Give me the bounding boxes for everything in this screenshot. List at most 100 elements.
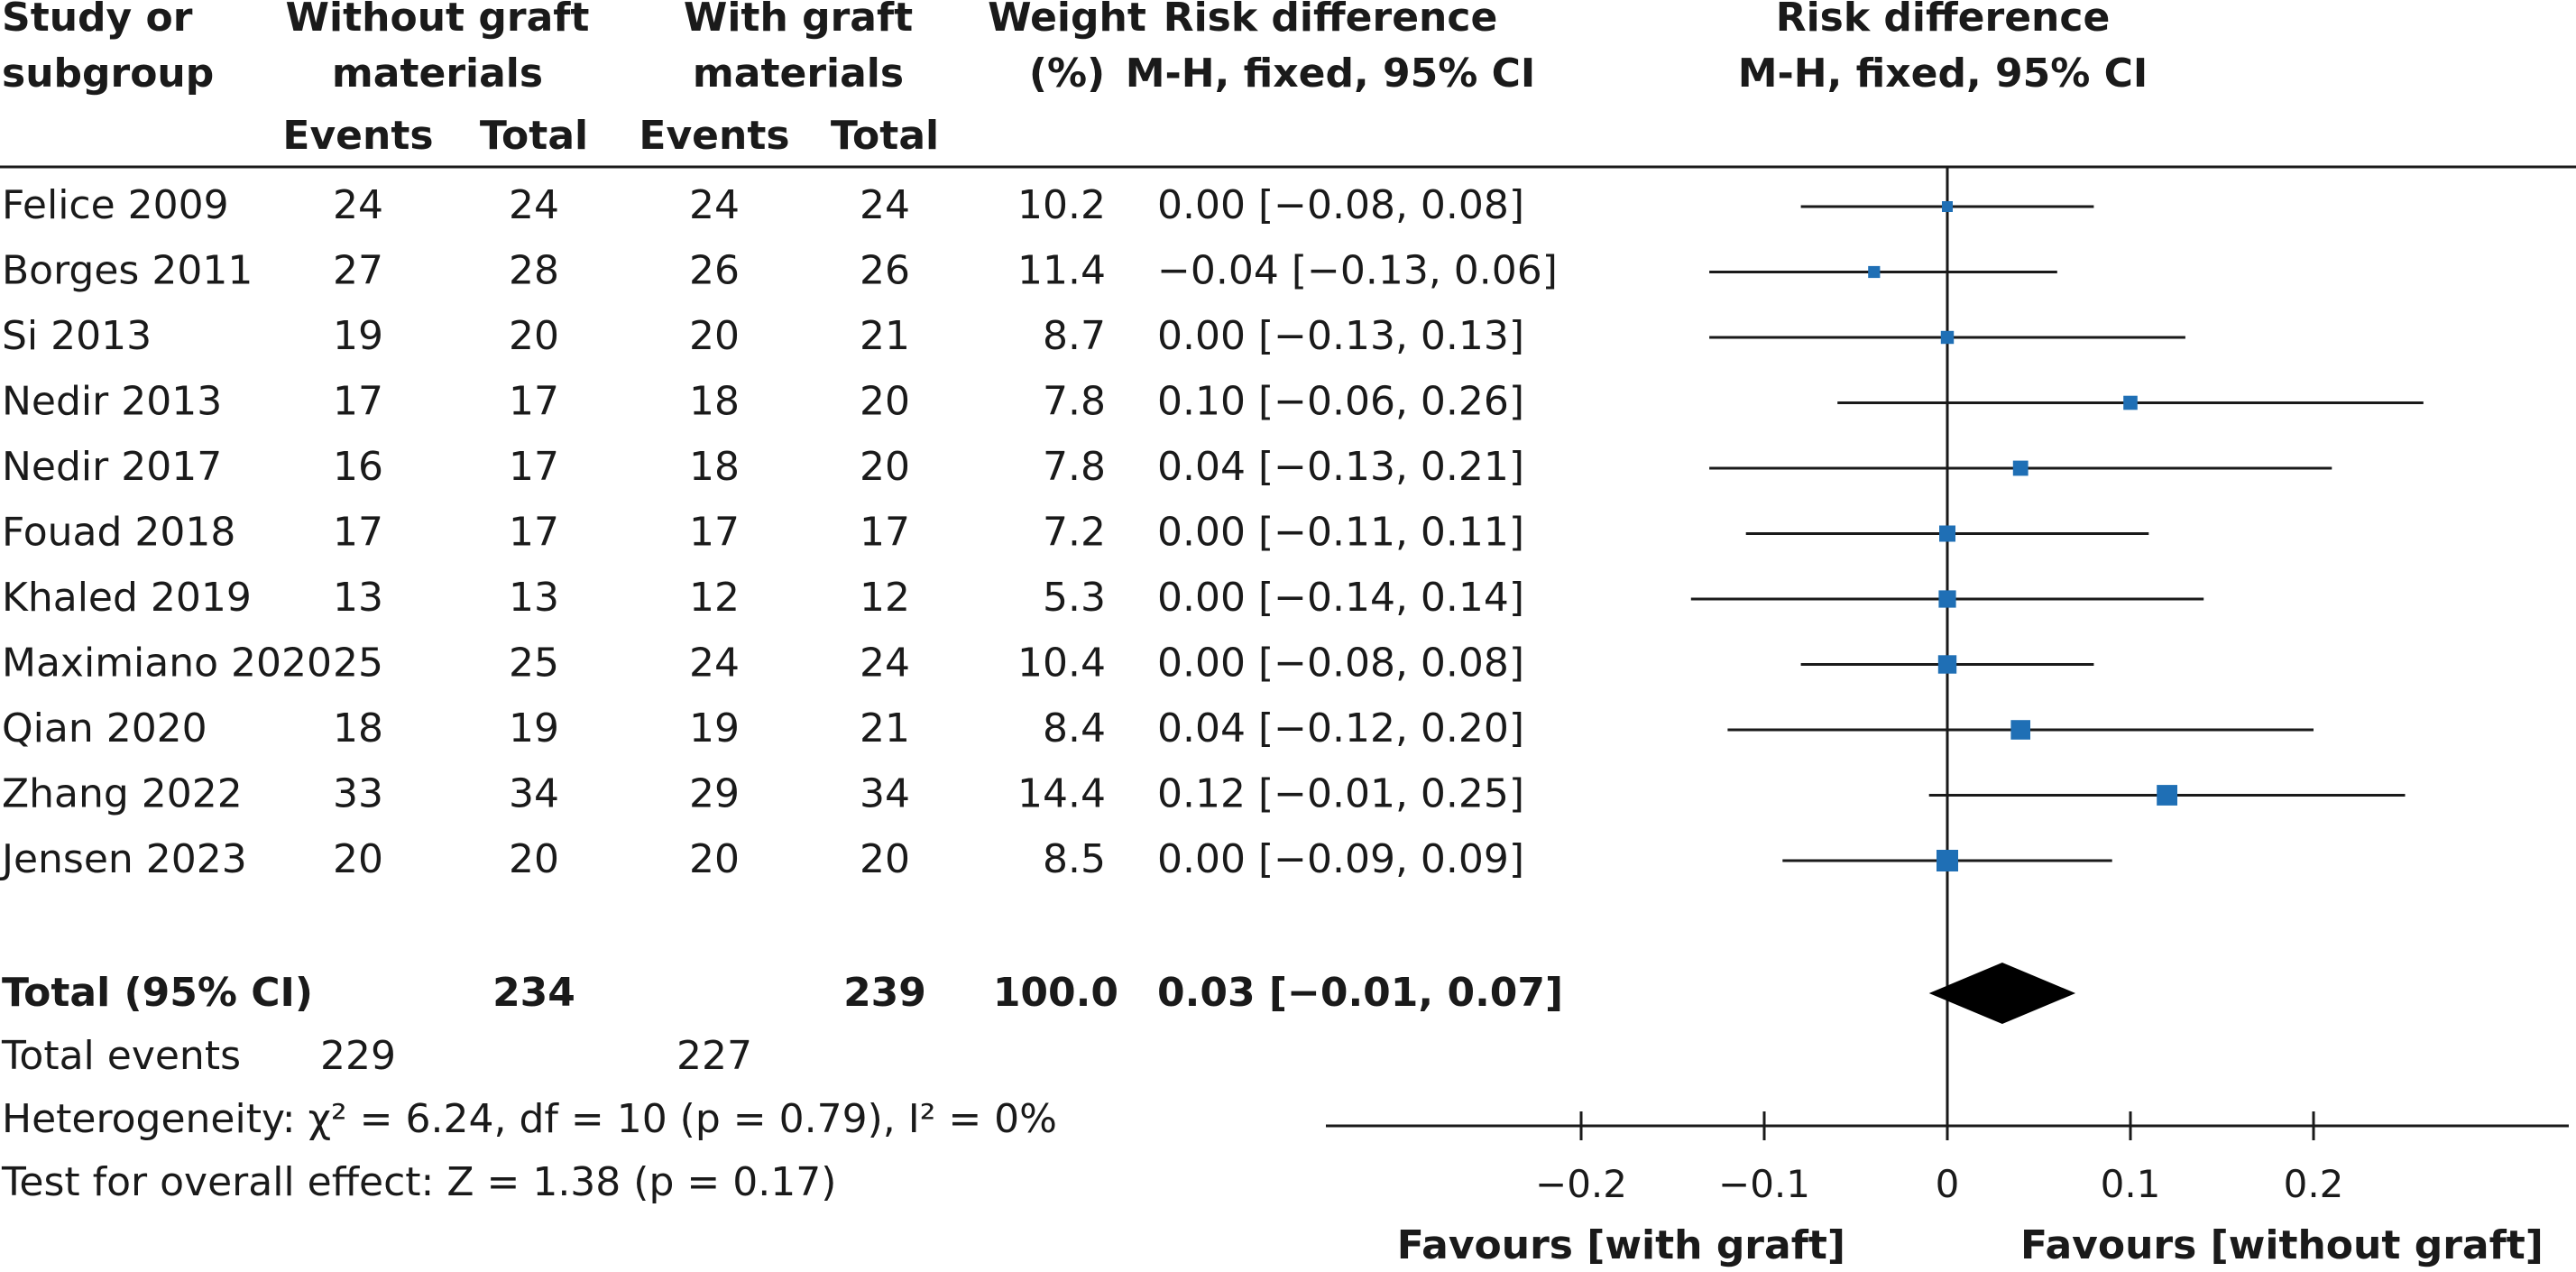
weight-value: 8.4 — [1043, 705, 1106, 751]
events-with: 18 — [689, 444, 740, 490]
weight-value: 10.4 — [1017, 641, 1106, 687]
events-with: 24 — [689, 182, 740, 228]
study-name: Khaled 2019 — [2, 575, 252, 621]
ci-text: 0.04 [−0.13, 0.21] — [1157, 444, 1524, 490]
study-name: Fouad 2018 — [2, 510, 235, 556]
total-with: 26 — [860, 248, 910, 294]
table-header: Study or subgroup Without graft material… — [2, 0, 2148, 159]
events-without: 33 — [333, 771, 383, 817]
total-without: 17 — [509, 444, 559, 490]
weight-value: 8.7 — [1043, 313, 1106, 359]
header-rd-col-line1: Risk difference — [1164, 0, 1498, 41]
table-row: Qian 2020 18 19 19 21 8.4 0.04 [−0.12, 0.20] — [2, 705, 1524, 751]
events-without: 16 — [333, 444, 383, 490]
x-tick-label: −0.1 — [1718, 1162, 1810, 1206]
study-name: Zhang 2022 — [2, 771, 243, 817]
ci-text: 0.04 [−0.12, 0.20] — [1157, 705, 1524, 751]
total-without: 13 — [509, 575, 559, 621]
events-without: 18 — [333, 705, 383, 751]
weight-value: 14.4 — [1017, 771, 1106, 817]
total-with: 24 — [860, 182, 910, 228]
weight-value: 7.8 — [1043, 444, 1106, 490]
header-with-line1: With graft — [684, 0, 913, 41]
total-with: 20 — [860, 836, 910, 882]
total-with: 239 — [843, 970, 926, 1016]
weight-value: 8.5 — [1043, 836, 1106, 882]
study-name: Maximiano 2020 — [2, 641, 332, 687]
total-without: 17 — [509, 379, 559, 425]
total-with: 12 — [860, 575, 910, 621]
ci-text: 0.12 [−0.01, 0.25] — [1157, 771, 1524, 817]
total-events-label: Total events — [1, 1033, 241, 1079]
weight-value: 7.8 — [1043, 379, 1106, 425]
study-marker — [1868, 265, 1881, 279]
events-with: 12 — [689, 575, 740, 621]
table-row: Borges 2011 27 28 26 26 11.4 −0.04 [−0.13, 0.0… — [2, 248, 1558, 294]
ci-text: −0.04 [−0.13, 0.06] — [1157, 248, 1558, 294]
table-row: Fouad 2018 17 17 17 17 7.2 0.00 [−0.11, 0.11] — [2, 510, 1524, 556]
header-rd-col-line2: M-H, fixed, 95% CI — [1126, 51, 1536, 97]
events-without: 25 — [333, 641, 383, 687]
events-with: 17 — [689, 510, 740, 556]
study-name: Nedir 2017 — [2, 444, 222, 490]
total-label: Total (95% CI) — [2, 970, 313, 1016]
x-axis-ticks: −0.2 −0.1 0 0.1 0.2 — [1535, 1111, 2343, 1206]
total-without: 19 — [509, 705, 559, 751]
header-with-line2: materials — [693, 51, 904, 97]
events-without: 17 — [333, 510, 383, 556]
ci-text: 0.00 [−0.13, 0.13] — [1157, 313, 1524, 359]
events-with: 26 — [689, 248, 740, 294]
overall-effect-text: Test for overall effect: Z = 1.38 (p = 0… — [1, 1159, 836, 1205]
ci-text: 0.00 [−0.08, 0.08] — [1157, 641, 1524, 687]
study-marker — [1938, 590, 1956, 608]
total-events-with: 227 — [676, 1033, 752, 1079]
total-without: 34 — [509, 771, 559, 817]
header-events-with: Events — [639, 113, 789, 159]
x-tick-label: 0.1 — [2101, 1162, 2161, 1206]
header-total-with: Total — [831, 113, 939, 159]
events-with: 29 — [689, 771, 740, 817]
weight-value: 10.2 — [1017, 182, 1106, 228]
study-marker — [1942, 201, 1953, 212]
table-row: Felice 2009 24 24 24 24 10.2 0.00 [−0.08, 0.08… — [2, 182, 1524, 228]
favours-left-label: Favours [with graft] — [1397, 1222, 1845, 1268]
study-name: Jensen 2023 — [0, 836, 247, 882]
events-without: 24 — [333, 182, 383, 228]
weight-value: 5.3 — [1043, 575, 1106, 621]
table-row: Khaled 2019 13 13 12 12 5.3 0.00 [−0.14, 0.14] — [2, 575, 1524, 621]
plot-area: −0.2 −0.1 0 0.1 0.2 — [1326, 167, 2569, 1206]
study-marker — [1937, 850, 1958, 871]
favours-right-label: Favours [without graft] — [2020, 1222, 2544, 1268]
total-without: 20 — [509, 836, 559, 882]
total-without: 24 — [509, 182, 559, 228]
events-with: 24 — [689, 641, 740, 687]
total-with: 20 — [860, 444, 910, 490]
study-marker — [1940, 330, 1955, 345]
study-marker — [1939, 525, 1955, 542]
study-name: Si 2013 — [2, 313, 152, 359]
ci-text: 0.00 [−0.14, 0.14] — [1157, 575, 1524, 621]
study-name: Nedir 2013 — [2, 379, 222, 425]
total-with: 34 — [860, 771, 910, 817]
header-rd-plot-line1: Risk difference — [1776, 0, 2111, 41]
study-name: Qian 2020 — [2, 705, 207, 751]
events-without: 17 — [333, 379, 383, 425]
table-row: Nedir 2013 17 17 18 20 7.8 0.10 [−0.06, 0.26] — [2, 379, 1524, 425]
header-study-line2: subgroup — [2, 51, 214, 97]
table-row: Maximiano 2020 25 25 24 24 10.4 0.00 [−0.08, 0… — [2, 641, 1524, 687]
study-name: Felice 2009 — [2, 182, 229, 228]
study-marker — [2157, 785, 2177, 806]
header-total-without: Total — [480, 113, 588, 159]
total-without: 17 — [509, 510, 559, 556]
study-marker — [2123, 395, 2138, 410]
events-without: 19 — [333, 313, 383, 359]
x-tick-label: −0.2 — [1535, 1162, 1627, 1206]
ci-text: 0.00 [−0.11, 0.11] — [1157, 510, 1524, 556]
header-weight-line2: (%) — [1029, 51, 1105, 97]
ci-text: 0.00 [−0.08, 0.08] — [1157, 182, 1524, 228]
table-row: Jensen 2023 20 20 20 20 8.5 0.00 [−0.09, 0.09] — [0, 836, 1524, 882]
events-with: 20 — [689, 836, 740, 882]
header-without-line1: Without graft — [286, 0, 590, 41]
table-row: Si 2013 19 20 20 21 8.7 0.00 [−0.13, 0.13] — [2, 313, 1524, 359]
